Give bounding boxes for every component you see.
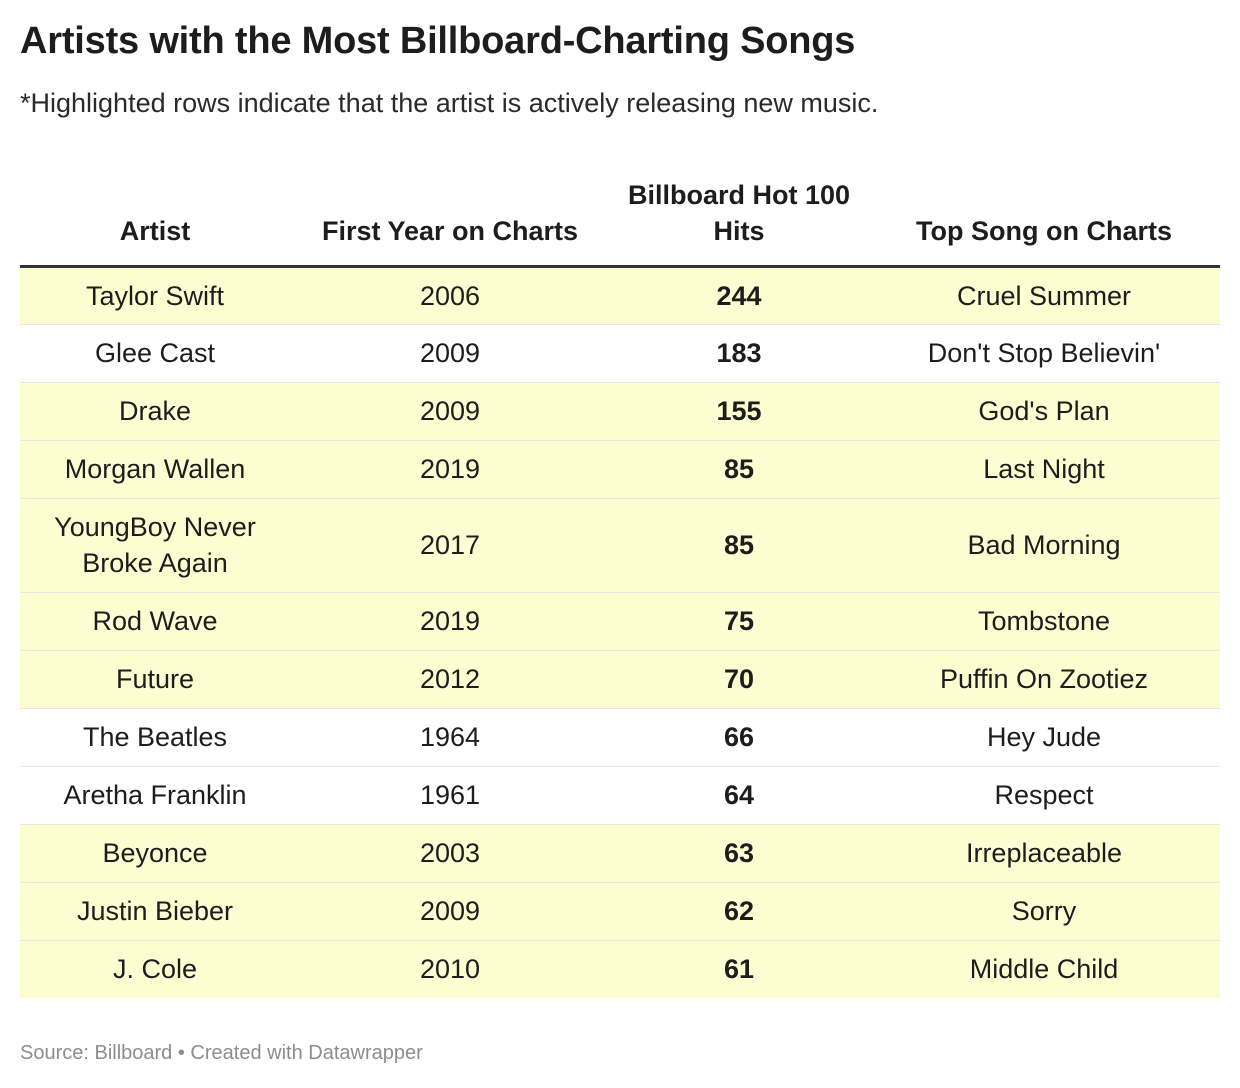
cell-artist: J. Cole [20,940,290,998]
cell-hits: 155 [610,382,868,441]
cell-hits: 75 [610,592,868,651]
cell-hits: 63 [610,824,868,883]
cell-top-song: Don't Stop Believin' [868,324,1220,383]
cell-artist: Beyonce [20,824,290,883]
cell-hits: 62 [610,882,868,941]
cell-artist: Future [20,650,290,709]
cell-first-year: 2017 [290,498,610,593]
cell-top-song: Sorry [868,882,1220,941]
chart-title: Artists with the Most Billboard-Charting… [20,20,856,62]
cell-hits: 61 [610,940,868,998]
cell-hits: 64 [610,766,868,825]
cell-top-song: Irreplaceable [868,824,1220,883]
cell-top-song: Last Night [868,440,1220,499]
cell-first-year: 2006 [290,266,610,325]
cell-top-song: Puffin On Zootiez [868,650,1220,709]
table-row: Drake 2009 155 God's Plan [20,382,1220,441]
cell-first-year: 2009 [290,324,610,383]
cell-hits: 66 [610,708,868,767]
cell-hits: 70 [610,650,868,709]
cell-artist: Justin Bieber [20,882,290,941]
table-row: Rod Wave 2019 75 Tombstone [20,592,1220,651]
table-row: J. Cole 2010 61 Middle Child [20,940,1220,998]
cell-artist: Rod Wave [20,592,290,651]
table-row: Morgan Wallen 2019 85 Last Night [20,440,1220,499]
cell-hits: 85 [610,440,868,499]
cell-hits: 244 [610,266,868,325]
cell-first-year: 2010 [290,940,610,998]
cell-top-song: Cruel Summer [868,266,1220,325]
cell-top-song: Bad Morning [868,498,1220,593]
source-note: Source: Billboard • Created with Datawra… [20,1042,423,1064]
cell-artist: The Beatles [20,708,290,767]
table-row: Future 2012 70 Puffin On Zootiez [20,650,1220,709]
table-row: Glee Cast 2009 183 Don't Stop Believin' [20,324,1220,383]
column-header-artist: Artist [20,166,290,268]
cell-first-year: 2003 [290,824,610,883]
artists-table: Artist First Year on Charts Billboard Ho… [20,166,1220,998]
cell-top-song: Hey Jude [868,708,1220,767]
table-row: YoungBoy Never Broke Again 2017 85 Bad Morn… [20,498,1220,593]
cell-first-year: 1961 [290,766,610,825]
table-row: Aretha Franklin 1961 64 Respect [20,766,1220,825]
table-row: Taylor Swift 2006 244 Cruel Summer [20,266,1220,325]
cell-top-song: Middle Child [868,940,1220,998]
cell-artist: Aretha Franklin [20,766,290,825]
table-row: Justin Bieber 2009 62 Sorry [20,882,1220,941]
cell-top-song: Respect [868,766,1220,825]
column-header-top-song: Top Song on Charts [868,166,1220,268]
cell-hits: 183 [610,324,868,383]
cell-artist: Drake [20,382,290,441]
chart-subtitle: *Highlighted rows indicate that the arti… [20,88,879,118]
column-header-hits: Billboard Hot 100 Hits [610,166,868,268]
table-row: The Beatles 1964 66 Hey Jude [20,708,1220,767]
cell-artist: YoungBoy Never Broke Again [20,498,290,593]
table-header-row: Artist First Year on Charts Billboard Ho… [20,166,1220,268]
table-body: Taylor Swift 2006 244 Cruel Summer Glee Cast… [20,266,1220,998]
cell-artist: Morgan Wallen [20,440,290,499]
cell-first-year: 1964 [290,708,610,767]
cell-top-song: God's Plan [868,382,1220,441]
cell-artist: Taylor Swift [20,266,290,325]
cell-first-year: 2019 [290,440,610,499]
cell-first-year: 2019 [290,592,610,651]
cell-artist: Glee Cast [20,324,290,383]
cell-first-year: 2012 [290,650,610,709]
column-header-first-year: First Year on Charts [290,166,610,268]
cell-top-song: Tombstone [868,592,1220,651]
table-row: Beyonce 2003 63 Irreplaceable [20,824,1220,883]
cell-first-year: 2009 [290,382,610,441]
cell-first-year: 2009 [290,882,610,941]
cell-hits: 85 [610,498,868,593]
